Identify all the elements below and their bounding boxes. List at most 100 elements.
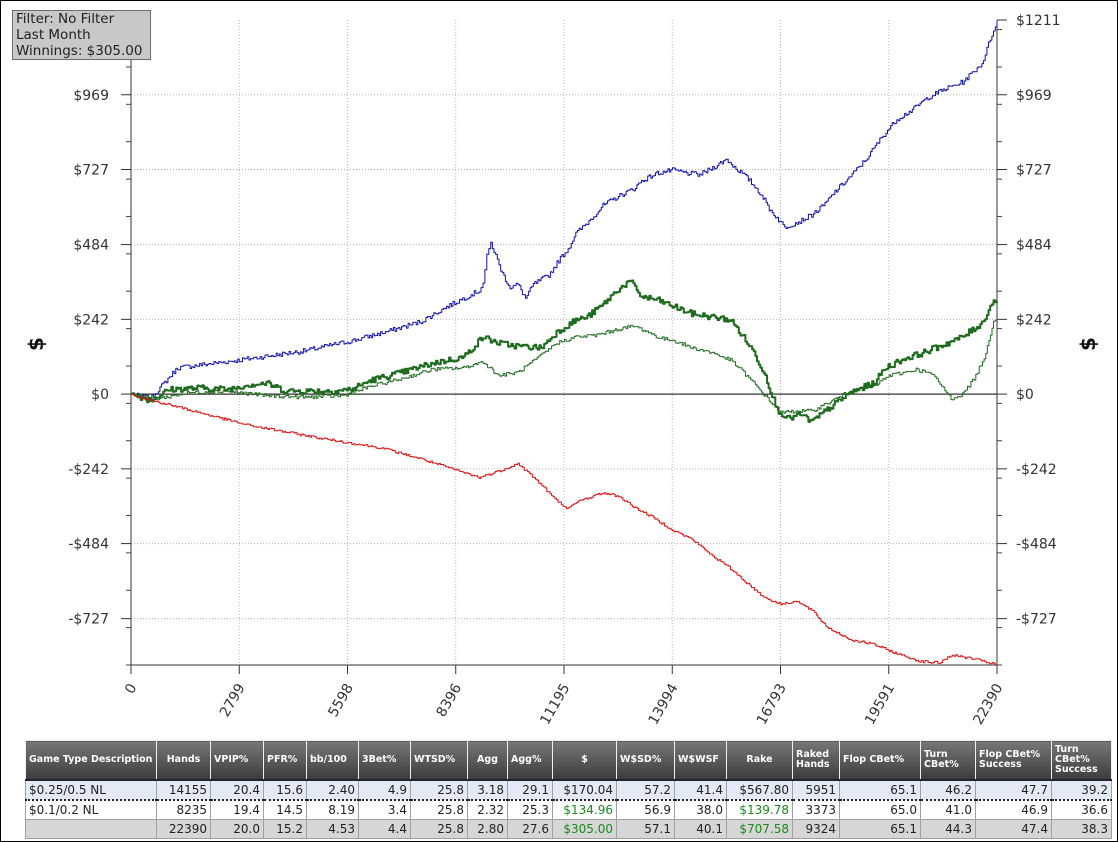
series-line-2 — [131, 318, 998, 414]
table-row[interactable]: $0.25/0.5 NL 14155 20.4 15.6 2.40 4.9 25… — [25, 779, 1112, 801]
cell-agg: 2.32 — [467, 799, 508, 820]
cell-vpip: 19.4 — [210, 799, 264, 820]
winnings-text: Winnings: $305.00 — [16, 43, 143, 59]
col-agg-pct[interactable]: Agg% — [507, 740, 553, 781]
y-tick-label-right: -$727 — [1016, 612, 1057, 628]
col-wtsd[interactable]: WTSD% — [410, 740, 468, 781]
col-bb100[interactable]: bb/100 — [306, 740, 359, 781]
x-tick-label: 13994 — [646, 681, 682, 728]
y-tick-label-left: $484 — [73, 238, 109, 254]
col-flop-cbet[interactable]: Flop CBet% — [839, 740, 921, 781]
x-tick-label: 0 — [122, 681, 140, 697]
cell-pfr: 15.2 — [263, 819, 307, 839]
cell-agg-pct: 29.1 — [507, 779, 553, 801]
cell-wsd: 56.9 — [616, 799, 675, 820]
y-tick-label-right: -$484 — [1016, 537, 1057, 553]
cell-bb100: 4.53 — [306, 819, 359, 839]
filter-text: Filter: No Filter — [16, 11, 115, 27]
cell-raked-hands: 3373 — [792, 799, 840, 820]
x-tick-label: 8396 — [434, 681, 466, 720]
cell-rake: $567.80 — [726, 779, 793, 801]
y-axis-label-left: $ — [24, 337, 48, 351]
cell-dollars: $305.00 — [552, 819, 617, 839]
y-tick-label-right: -$242 — [1016, 462, 1057, 478]
series-line-3 — [131, 393, 998, 666]
col-turn-cbet-success[interactable]: Turn CBet% Success — [1051, 740, 1112, 781]
cell-wtsd: 25.8 — [410, 819, 468, 839]
stats-table: Game Type Description Hands VPIP% PFR% b… — [25, 740, 1112, 839]
cell-turn-cbet: 41.0 — [920, 799, 976, 820]
col-agg[interactable]: Agg — [467, 740, 508, 781]
col-flop-cbet-success[interactable]: Flop CBet% Success — [975, 740, 1052, 781]
cell-raked-hands: 5951 — [792, 779, 840, 801]
y-axis-label-right: $ — [1076, 337, 1100, 351]
col-turn-cbet[interactable]: Turn CBet% — [920, 740, 976, 781]
cell-flop-cbet: 65.0 — [839, 799, 921, 820]
y-tick-label-right: $1211 — [1016, 13, 1061, 29]
col-dollars[interactable]: $ — [552, 740, 617, 781]
col-wsd[interactable]: W$SD% — [616, 740, 675, 781]
cell-turn-cbet-success: 36.6 — [1051, 799, 1112, 820]
cell-pfr: 15.6 — [263, 779, 307, 801]
cell-wwsf: 41.4 — [674, 779, 727, 801]
cell-flop-cbet-success: 47.7 — [975, 779, 1052, 801]
cell-flop-cbet: 65.1 — [839, 819, 921, 839]
cell-wtsd: 25.8 — [410, 799, 468, 820]
cell-agg: 3.18 — [467, 779, 508, 801]
cell-wwsf: 38.0 — [674, 799, 727, 820]
cell-3bet: 4.4 — [358, 819, 411, 839]
y-tick-label-right: $0 — [1016, 387, 1034, 403]
cell-wsd: 57.1 — [616, 819, 675, 839]
x-tick-label: 19591 — [862, 681, 898, 728]
cell-flop-cbet-success: 46.9 — [975, 799, 1052, 820]
cell-turn-cbet-success: 39.2 — [1051, 779, 1112, 801]
cell-wsd: 57.2 — [616, 779, 675, 801]
col-pfr[interactable]: PFR% — [263, 740, 307, 781]
cell-hands: 22390 — [156, 819, 211, 839]
cell-wtsd: 25.8 — [410, 779, 468, 801]
x-tick-label: 2799 — [217, 681, 249, 720]
cell-bb100: 2.40 — [306, 779, 359, 801]
cell-3bet: 3.4 — [358, 799, 411, 820]
y-tick-label-left: -$484 — [68, 537, 109, 553]
cell-dollars: $134.96 — [552, 799, 617, 820]
col-game-type[interactable]: Game Type Description — [25, 740, 157, 781]
series-line-0 — [131, 20, 998, 401]
y-tick-label-right: $242 — [1016, 312, 1052, 328]
col-rake[interactable]: Rake — [726, 740, 793, 781]
cell-bb100: 8.19 — [306, 799, 359, 820]
cell-turn-cbet: 46.2 — [920, 779, 976, 801]
cell-agg-pct: 27.6 — [507, 819, 553, 839]
x-tick-label: 16793 — [754, 681, 790, 728]
y-tick-label-right: $969 — [1016, 88, 1052, 104]
chart-series — [131, 20, 998, 666]
table-total-row[interactable]: 22390 20.0 15.2 4.53 4.4 25.8 2.80 27.6 … — [25, 819, 1112, 839]
col-3bet[interactable]: 3Bet% — [358, 740, 411, 781]
cell-turn-cbet-success: 38.3 — [1051, 819, 1112, 839]
col-wwsf[interactable]: W$WSF — [674, 740, 727, 781]
table-header-row: Game Type Description Hands VPIP% PFR% b… — [25, 740, 1112, 781]
cell-flop-cbet-success: 47.4 — [975, 819, 1052, 839]
y-tick-label-left: $969 — [73, 88, 109, 104]
cell-hands: 14155 — [156, 779, 211, 801]
cell-rake: $139.78 — [726, 799, 793, 820]
cell-pfr: 14.5 — [263, 799, 307, 820]
chart-labels: $1211$1211$969$969$727$727$484$484$242$2… — [64, 13, 1060, 728]
col-hands[interactable]: Hands — [156, 740, 211, 781]
cell-turn-cbet: 44.3 — [920, 819, 976, 839]
cell-wwsf: 40.1 — [674, 819, 727, 839]
period-text: Last Month — [16, 27, 91, 43]
table-row[interactable]: $0.1/0.2 NL 8235 19.4 14.5 8.19 3.4 25.8… — [25, 799, 1112, 820]
cell-vpip: 20.0 — [210, 819, 264, 839]
cell-game-type: $0.25/0.5 NL — [25, 779, 157, 801]
cell-game-type — [25, 819, 157, 839]
y-tick-label-left: $0 — [91, 387, 109, 403]
series-line-1 — [131, 279, 998, 423]
col-raked-hands[interactable]: Raked Hands — [792, 740, 840, 781]
cell-hands: 8235 — [156, 799, 211, 820]
col-vpip[interactable]: VPIP% — [210, 740, 264, 781]
y-tick-label-left: -$242 — [68, 462, 109, 478]
y-tick-label-right: $727 — [1016, 163, 1052, 179]
winnings-chart: $1211$1211$969$969$727$727$484$484$242$2… — [24, 13, 1100, 728]
